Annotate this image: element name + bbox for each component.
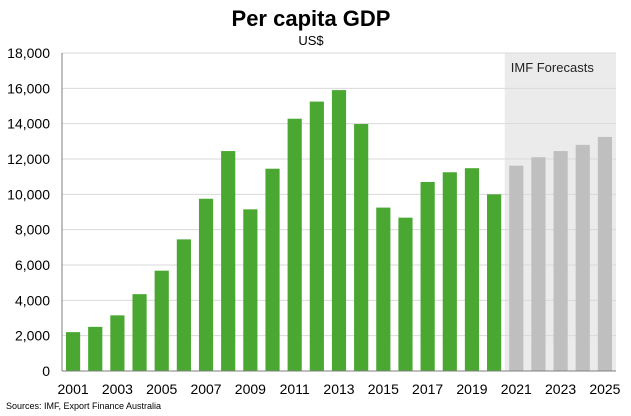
y-tick-label: 16,000 (7, 80, 50, 96)
forecast-label: IMF Forecasts (511, 60, 595, 75)
forecast-bar (575, 144, 590, 371)
data-bar (354, 124, 369, 372)
data-bar (487, 194, 502, 371)
x-tick-label: 2025 (589, 381, 620, 397)
x-tick-label: 2013 (323, 381, 354, 397)
data-bar (398, 217, 413, 371)
data-bar (287, 118, 302, 371)
x-tick-label: 2015 (368, 381, 399, 397)
data-bar (110, 315, 125, 371)
y-tick-label: 0 (42, 363, 50, 379)
x-tick-label: 2021 (501, 381, 532, 397)
data-bar (154, 270, 169, 371)
y-tick-label: 14,000 (7, 116, 50, 132)
chart-subtitle: US$ (298, 33, 324, 48)
y-tick-label: 4,000 (15, 292, 50, 308)
x-tick-label: 2017 (412, 381, 443, 397)
forecast-bar (597, 136, 613, 371)
data-bar (65, 332, 81, 371)
forecast-bar (509, 165, 524, 371)
x-tick-label: 2001 (58, 381, 89, 397)
data-bar (243, 209, 258, 371)
y-tick-label: 10,000 (7, 186, 50, 202)
plot-area: IMF Forecasts 0 2,000 4,000 6,000 8,000 10,000… (7, 45, 621, 397)
data-bar (331, 90, 347, 371)
data-bar (88, 326, 103, 371)
x-tick-label: 2023 (545, 381, 576, 397)
forecast-bar (531, 157, 546, 371)
x-tick-label: 2019 (456, 381, 487, 397)
x-tick-label: 2009 (235, 381, 266, 397)
forecast-bar (553, 151, 568, 371)
data-bar (221, 151, 236, 371)
x-tick-label: 2011 (280, 381, 310, 397)
x-tick-label: 2005 (146, 381, 177, 397)
y-tick-label: 2,000 (15, 328, 50, 344)
chart-title: Per capita GDP (232, 6, 391, 31)
y-tick-label: 18,000 (7, 45, 50, 61)
y-tick-label: 6,000 (15, 257, 50, 273)
chart-source: Sources: IMF, Export Finance Australia (6, 401, 161, 411)
x-tick-label: 2007 (190, 381, 221, 397)
data-bar (464, 168, 480, 371)
data-bar (420, 181, 435, 371)
data-bar (265, 168, 280, 371)
x-tick-label: 2003 (102, 381, 133, 397)
data-bar (198, 198, 214, 371)
y-tick-label: 8,000 (15, 222, 50, 238)
data-bar (309, 101, 324, 371)
data-bar (176, 239, 191, 371)
data-bar (376, 207, 391, 371)
y-tick-label: 12,000 (7, 151, 50, 167)
data-bar (132, 294, 147, 371)
data-bar (442, 172, 457, 371)
